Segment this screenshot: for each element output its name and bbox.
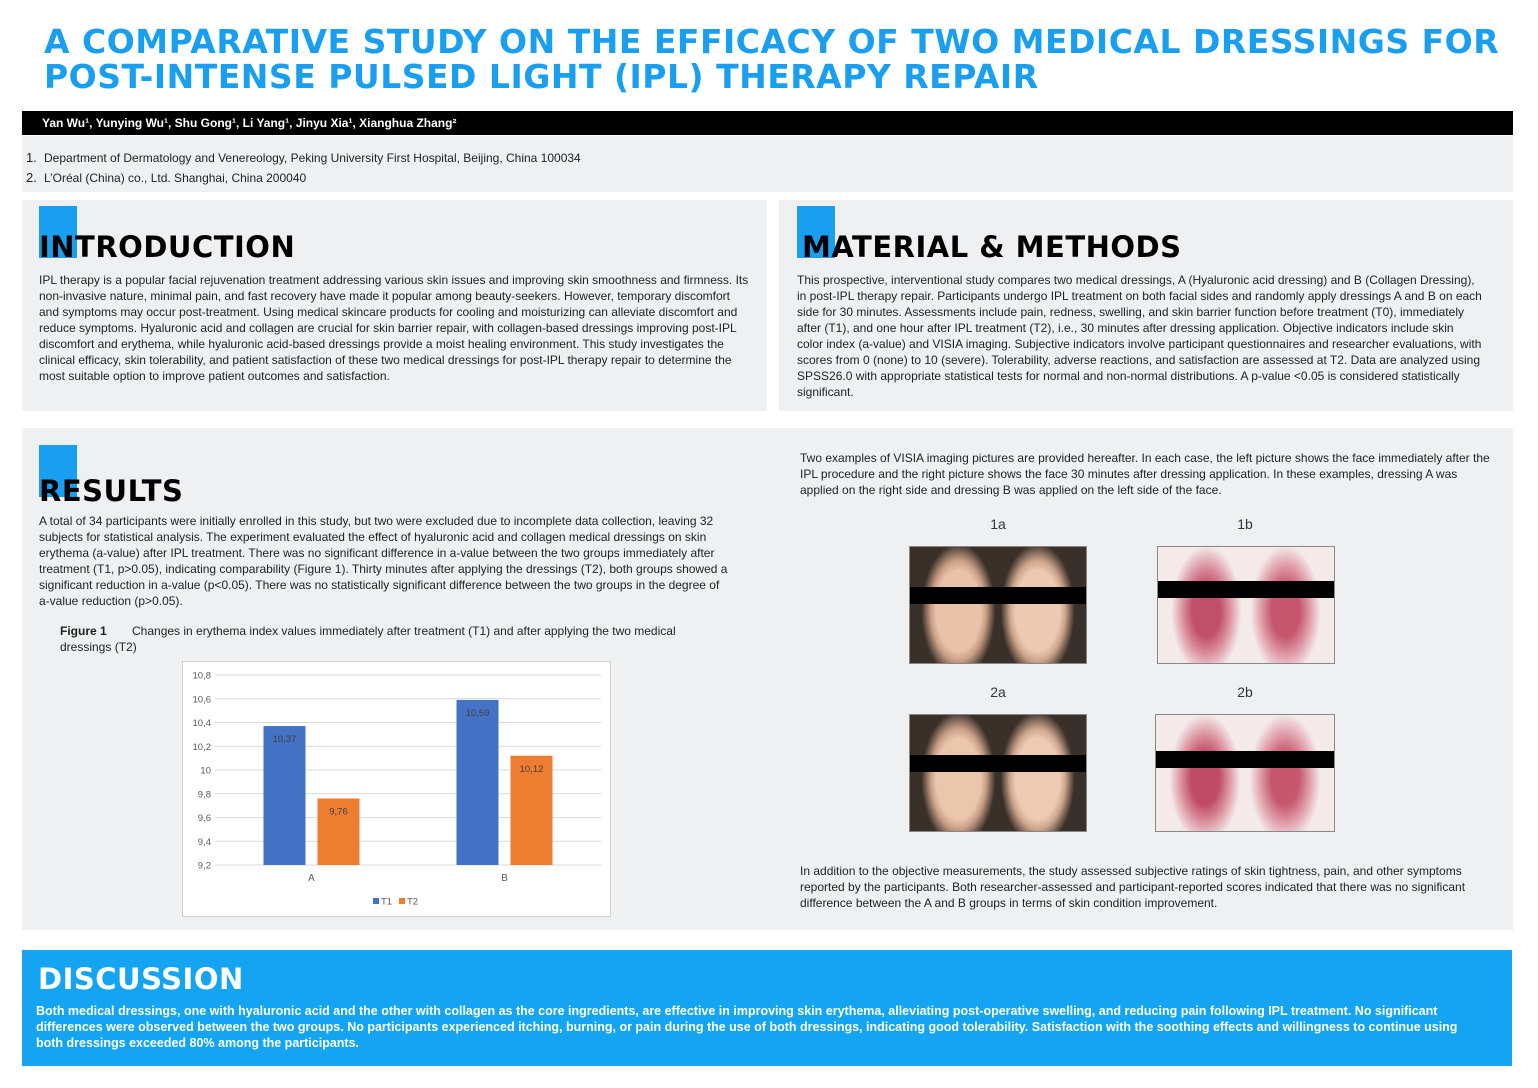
affiliation-2: 2. L’Oréal (China) co., Ltd. Shanghai, Ch… (26, 168, 1513, 188)
bar-t1-a (263, 726, 306, 865)
face-left (1158, 547, 1246, 663)
face-right (1245, 715, 1334, 831)
section-accent-bar (39, 445, 77, 497)
affiliation-text: L’Oréal (China) co., Ltd. Shanghai, Chin… (44, 171, 307, 185)
image-label-2b: 2b (1237, 684, 1253, 700)
methods-text: This prospective, interventional study c… (797, 273, 1482, 399)
face-right (1246, 547, 1334, 663)
introduction-title: INTRODUCTION (39, 230, 296, 264)
x-tick-label: B (501, 873, 508, 884)
affiliation-number: 2. (26, 170, 37, 185)
bar-chart-svg: 9,2 9,4 9,6 9,8 10 10,2 10,4 10,6 10,8 A 10,37 9,76… (193, 671, 601, 908)
data-label: 10,12 (520, 764, 544, 775)
visia-intro-text: Two examples of VISIA imaging pictures a… (800, 451, 1490, 497)
eye-mask-bar (910, 755, 1086, 772)
visia-photo-1a (909, 546, 1087, 664)
legend-swatch-t2 (399, 898, 405, 904)
discussion-panel: DISCUSSION Both medical dressings, one w… (22, 950, 1512, 1066)
y-tick-label: 10,2 (193, 742, 212, 753)
visia-photo-2b (1155, 714, 1335, 832)
eye-mask-bar (910, 587, 1086, 604)
face-left (910, 547, 998, 663)
face-left (1156, 715, 1245, 831)
y-tick-label: 9,6 (198, 813, 211, 824)
introduction-text: IPL therapy is a popular facial rejuvena… (39, 273, 749, 383)
legend-label: T2 (407, 897, 418, 908)
data-label: 10,59 (466, 708, 490, 719)
legend-swatch-t1 (373, 898, 379, 904)
y-tick-label: 10,4 (193, 718, 212, 729)
figure-caption-text: Changes in erythema index values immedia… (60, 624, 676, 654)
erythema-chart: 9,2 9,4 9,6 9,8 10 10,2 10,4 10,6 10,8 A 10,37 9,76… (182, 661, 611, 917)
figure-caption: Figure 1 Changes in erythema index values… (60, 623, 700, 655)
bar-t2-b (510, 755, 553, 865)
face-right (998, 715, 1086, 831)
data-label: 10,37 (273, 734, 297, 745)
title-line-1: A COMPARATIVE STUDY ON THE EFFICACY OF T… (44, 22, 1500, 61)
image-label-1a: 1a (990, 516, 1006, 532)
eye-mask-bar (1158, 581, 1334, 598)
x-tick-label: A (308, 873, 315, 884)
methods-panel: MATERIAL & METHODS This prospective, int… (779, 200, 1513, 411)
visia-photo-1b (1157, 546, 1335, 664)
bar-t1-b (456, 699, 499, 865)
results-title: RESULTS (39, 474, 184, 508)
y-tick-label: 9,4 (198, 837, 211, 848)
poster-title: A COMPARATIVE STUDY ON THE EFFICACY OF T… (44, 24, 1504, 94)
title-line-2: POST-INTENSE PULSED LIGHT (IPL) THERAPY … (44, 57, 1039, 96)
visia-photo-2a (909, 714, 1087, 832)
affiliation-1: 1. Department of Dermatology and Venereol… (26, 148, 1513, 168)
y-tick-label: 10,6 (193, 694, 212, 705)
affiliation-number: 1. (26, 150, 37, 165)
section-accent-bar (797, 206, 835, 258)
subjective-text: In addition to the objective measurement… (800, 864, 1466, 910)
methods-title: MATERIAL & METHODS (802, 230, 1182, 264)
data-label: 9,76 (329, 807, 348, 818)
image-label-2a: 2a (990, 684, 1006, 700)
bar-t2-a (317, 798, 360, 865)
discussion-text: Both medical dressings, one with hyaluro… (36, 1004, 1458, 1050)
face-left (910, 715, 998, 831)
y-tick-label: 9,8 (198, 789, 211, 800)
legend-label: T1 (381, 897, 392, 908)
y-tick-label: 9,2 (198, 861, 211, 872)
face-right (998, 547, 1086, 663)
introduction-panel: INTRODUCTION IPL therapy is a popular fa… (22, 200, 767, 411)
authors-bar: Yan Wu¹, Yunying Wu¹, Shu Gong¹, Li Yang… (22, 111, 1513, 135)
affiliations: 1. Department of Dermatology and Venereol… (22, 136, 1513, 192)
discussion-title: DISCUSSION (38, 962, 244, 996)
eye-mask-bar (1156, 751, 1334, 768)
image-label-1b: 1b (1237, 516, 1253, 532)
figure-label: Figure 1 (60, 624, 107, 638)
results-text: A total of 34 participants were initiall… (39, 514, 728, 608)
y-tick-label: 10,8 (193, 671, 212, 682)
y-tick-label: 10 (200, 766, 211, 777)
section-accent-bar (39, 206, 77, 258)
affiliation-text: Department of Dermatology and Venereolog… (44, 151, 581, 165)
